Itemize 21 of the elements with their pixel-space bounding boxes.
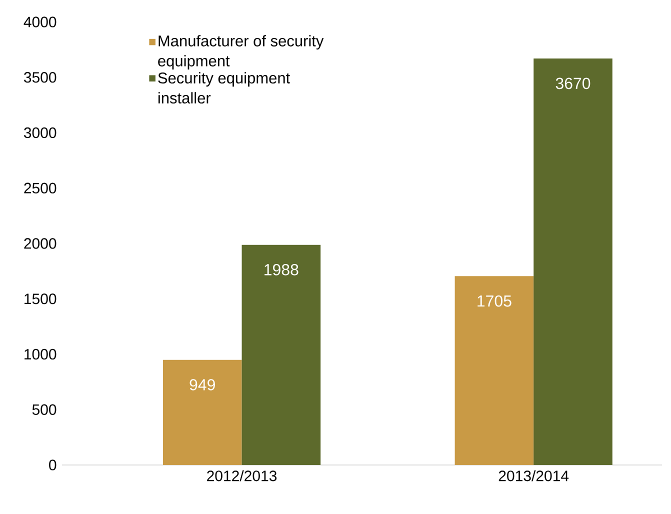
data-label: 3670 (556, 78, 590, 90)
y-tick-label: 3000 (24, 127, 56, 138)
bar (162, 360, 242, 465)
data-label: 949 (190, 379, 215, 390)
y-tick-label: 0 (49, 460, 56, 470)
x-tick-label: 2013/2014 (498, 470, 569, 482)
bar (534, 58, 612, 465)
y-tick-label: 2000 (24, 238, 56, 249)
y-tick-label: 4000 (24, 16, 56, 28)
x-tick-label: 2012/2013 (207, 470, 277, 482)
bar (454, 276, 534, 465)
data-label: 1705 (478, 295, 512, 307)
y-tick-label: 1500 (24, 294, 56, 304)
y-tick-label: 1000 (24, 348, 56, 360)
data-label: 1988 (264, 264, 298, 276)
y-tick-label: 2500 (24, 182, 56, 194)
legend-label: Manufacturer of security equipment (158, 35, 324, 70)
y-tick-label: 500 (32, 404, 56, 415)
legend-label: Security equipment installer (158, 72, 290, 104)
bar (242, 244, 321, 465)
y-tick-label: 3500 (24, 72, 56, 83)
